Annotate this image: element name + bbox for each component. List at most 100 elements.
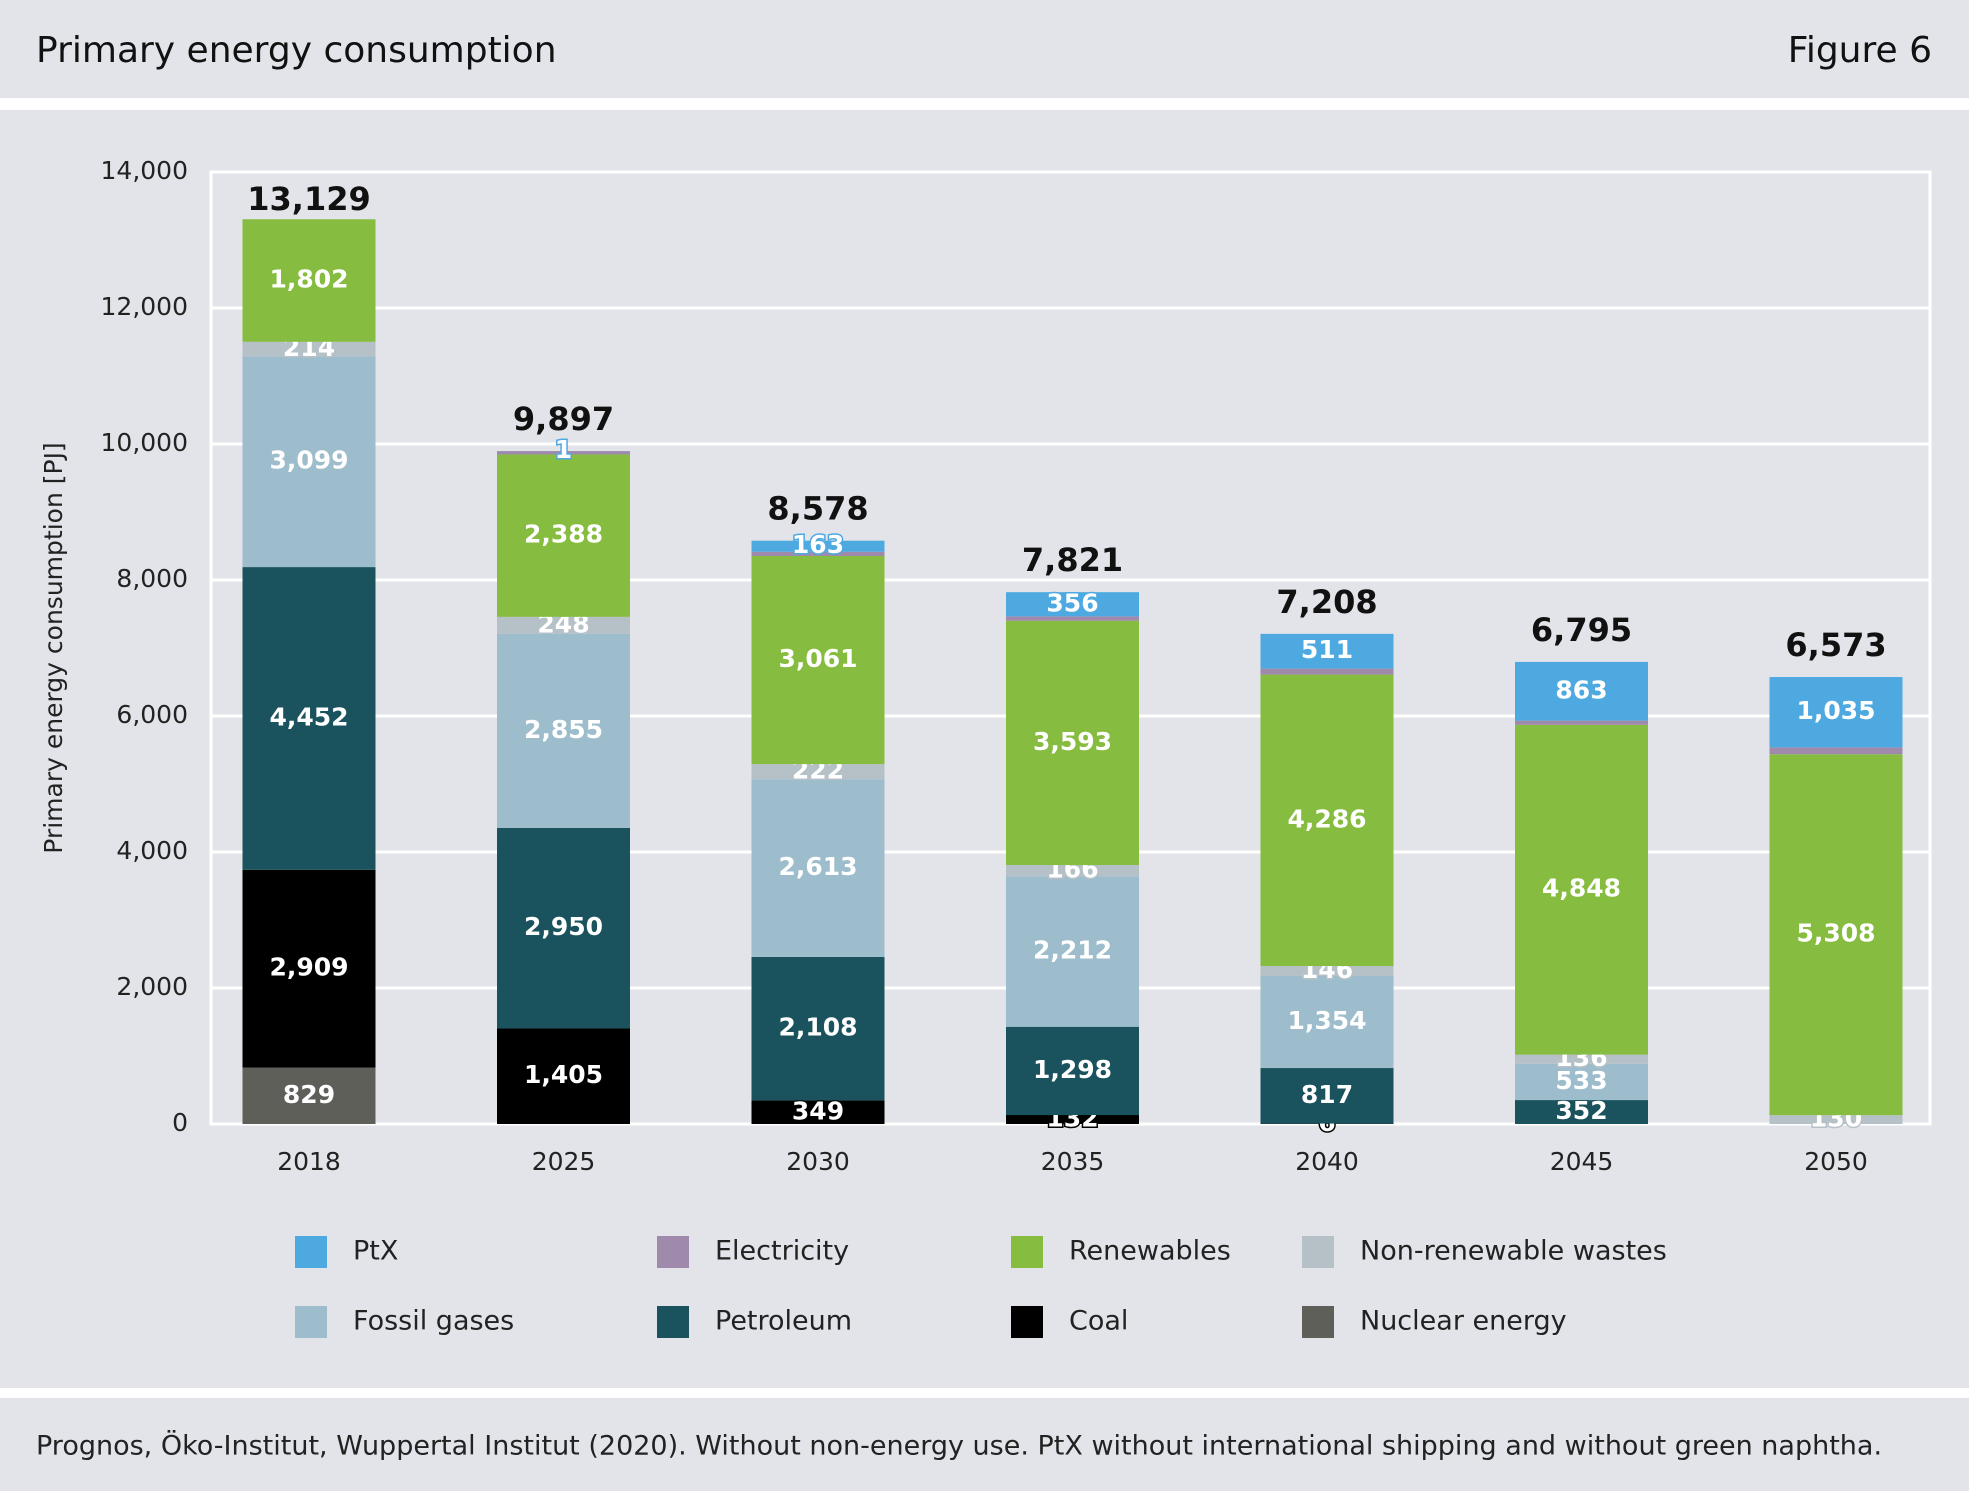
total-label: 7,208	[1276, 583, 1377, 621]
bar-segment	[497, 451, 630, 455]
bar-segment	[751, 551, 885, 556]
chart-title: Primary energy consumption	[36, 30, 557, 71]
bar-segment	[1515, 720, 1648, 725]
bar-segment	[1515, 724, 1648, 1055]
bar-segment	[1769, 754, 1903, 1116]
total-label: 9,897	[513, 400, 614, 438]
data-label: 163	[792, 530, 844, 559]
data-label: 356	[1046, 588, 1098, 617]
data-label: 1,405	[524, 1060, 603, 1089]
x-tick-label: 2018	[277, 1147, 341, 1176]
bar-segment	[751, 764, 885, 780]
data-label: 1,802	[269, 265, 348, 294]
y-axis-label: Primary energy consumption [PJ]	[39, 442, 68, 853]
y-tick-label: 2,000	[116, 972, 188, 1001]
y-tick-label: 8,000	[116, 564, 188, 593]
data-label: 1,298	[1033, 1055, 1112, 1084]
x-tick-label: 2040	[1295, 1147, 1359, 1176]
bar-segment	[497, 616, 630, 634]
bar-segment	[1769, 1115, 1903, 1124]
bar-segment	[751, 956, 885, 1101]
data-label: 1,035	[1796, 696, 1875, 725]
footnote: Prognos, Öko-Institut, Wuppertal Institu…	[36, 1430, 1882, 1462]
bar-segment	[751, 555, 885, 765]
data-label: 3,593	[1033, 727, 1112, 756]
y-tick-label: 12,000	[101, 292, 188, 321]
bar-segment	[1515, 661, 1648, 721]
data-label: 3,061	[778, 644, 857, 673]
bar-segment	[1260, 1068, 1394, 1124]
bar-segment	[242, 356, 376, 568]
total-label: 8,578	[767, 490, 868, 528]
data-label: 817	[1301, 1080, 1353, 1109]
x-tick-label: 2045	[1550, 1147, 1614, 1176]
header-band	[0, 0, 1969, 98]
y-tick-label: 0	[172, 1108, 188, 1137]
bar-segment	[1769, 747, 1903, 755]
legend-label: Coal	[1069, 1306, 1128, 1337]
legend-swatch	[1302, 1236, 1334, 1268]
legend-label: Petroleum	[715, 1306, 852, 1337]
data-label: 2,108	[778, 1013, 857, 1042]
bar-segment	[1515, 1100, 1648, 1124]
bar-segment	[1006, 616, 1139, 621]
data-label: 4,286	[1287, 804, 1366, 833]
bar-segment	[242, 567, 376, 870]
data-label: 5,308	[1796, 919, 1875, 948]
total-label: 6,573	[1785, 626, 1886, 664]
data-label: 4,848	[1542, 874, 1621, 903]
total-label: 7,821	[1022, 541, 1123, 579]
bar-segment	[1515, 1063, 1648, 1101]
bar-segment	[1006, 876, 1139, 1027]
data-label: 1	[555, 435, 572, 464]
data-label: 2,909	[269, 953, 348, 982]
legend-label: Nuclear energy	[1360, 1306, 1567, 1337]
data-label: 2,212	[1033, 936, 1112, 965]
bar-segment	[1260, 966, 1394, 976]
bar-segment	[1260, 633, 1394, 669]
bar-segment	[751, 540, 885, 552]
bar-segment	[242, 1067, 376, 1124]
total-label: 6,795	[1531, 611, 1632, 649]
data-label: 2,855	[524, 715, 603, 744]
bar-segment	[242, 341, 376, 357]
bar-segment	[1260, 975, 1394, 1069]
bar-segment	[1260, 674, 1394, 967]
data-label: 1,354	[1287, 1006, 1366, 1035]
bar-segment	[497, 633, 630, 828]
x-tick-label: 2025	[532, 1147, 596, 1176]
legend-swatch	[295, 1236, 327, 1268]
data-label: 533	[1555, 1066, 1607, 1095]
y-tick-label: 6,000	[116, 700, 188, 729]
footer-band	[0, 1398, 1969, 1491]
bar-segment	[751, 779, 885, 957]
data-label: 3,099	[269, 446, 348, 475]
data-label: 4,452	[269, 702, 348, 731]
legend-swatch	[1011, 1306, 1043, 1338]
data-label: 863	[1555, 675, 1607, 704]
x-tick-label: 2035	[1041, 1147, 1105, 1176]
bar-segment	[497, 454, 630, 617]
legend-label: Non-renewable wastes	[1360, 1236, 1667, 1267]
bar-segment	[1006, 1026, 1139, 1116]
figure-number: Figure 6	[1788, 30, 1932, 71]
legend-swatch	[657, 1306, 689, 1338]
data-label: 511	[1301, 635, 1353, 664]
legend-swatch	[1302, 1306, 1334, 1338]
legend-label: PtX	[353, 1236, 398, 1267]
bar-segment	[1006, 620, 1139, 866]
bar-segment	[1769, 677, 1903, 748]
legend-swatch	[295, 1306, 327, 1338]
bar-segment	[1006, 865, 1139, 877]
legend-label: Electricity	[715, 1236, 849, 1267]
total-label: 13,129	[247, 180, 370, 218]
legend-swatch	[657, 1236, 689, 1268]
data-label: 352	[1555, 1096, 1607, 1125]
y-tick-label: 10,000	[101, 428, 188, 457]
bar-segment	[751, 1100, 885, 1124]
x-tick-label: 2030	[786, 1147, 850, 1176]
bar-segment	[497, 1028, 630, 1124]
legend-label: Fossil gases	[353, 1306, 514, 1337]
bar-segment	[1006, 592, 1139, 617]
